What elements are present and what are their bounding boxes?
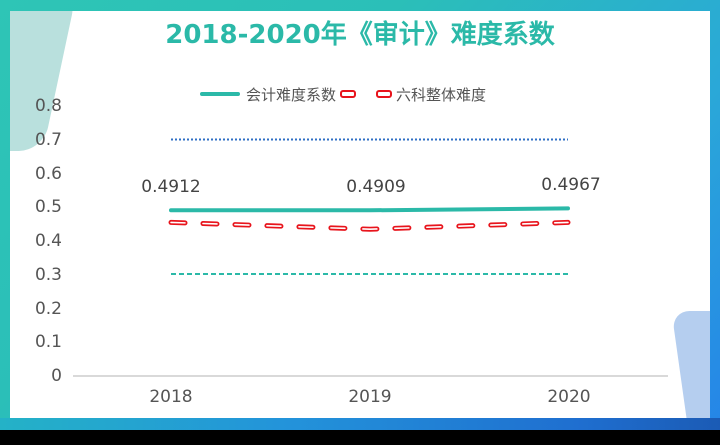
chart-card (10, 11, 710, 418)
chart-title: 2018-2020年《审计》难度系数 (165, 20, 555, 50)
x-tick-label: 2018 (149, 387, 193, 407)
y-tick-label: 0.4 (34, 231, 62, 251)
y-tick-label: 0.7 (34, 130, 62, 150)
legend-label-accounting: 会计难度系数 (246, 85, 337, 104)
y-tick-label: 0.3 (34, 265, 62, 285)
legend-swatch-overall (376, 90, 393, 98)
series-overall-line (168, 219, 571, 232)
frame-bottom-border (0, 418, 720, 430)
y-tick-label: 0.6 (34, 164, 62, 184)
series-overall-line-fill (170, 221, 569, 231)
x-tick-label: 2019 (348, 387, 392, 407)
legend-swatch-overall-left (340, 90, 357, 98)
y-tick-label: 0.5 (34, 197, 62, 217)
y-tick-label: 0.2 (34, 299, 62, 319)
chart-legend: 会计难度系数 六科整体难度 (200, 83, 486, 105)
y-tick-label: 0 (51, 366, 62, 386)
data-label-2020: 0.4967 (541, 175, 601, 195)
x-tick-label: 2020 (547, 387, 591, 407)
legend-swatch-accounting (200, 92, 240, 96)
data-label-2019: 0.4909 (346, 177, 406, 197)
y-tick-label: 0.1 (34, 332, 62, 352)
data-label-2018: 0.4912 (141, 177, 201, 197)
legend-label-overall: 六科整体难度 (396, 85, 487, 104)
series-accounting-line (169, 206, 570, 213)
y-tick-label: 0.8 (34, 96, 62, 116)
